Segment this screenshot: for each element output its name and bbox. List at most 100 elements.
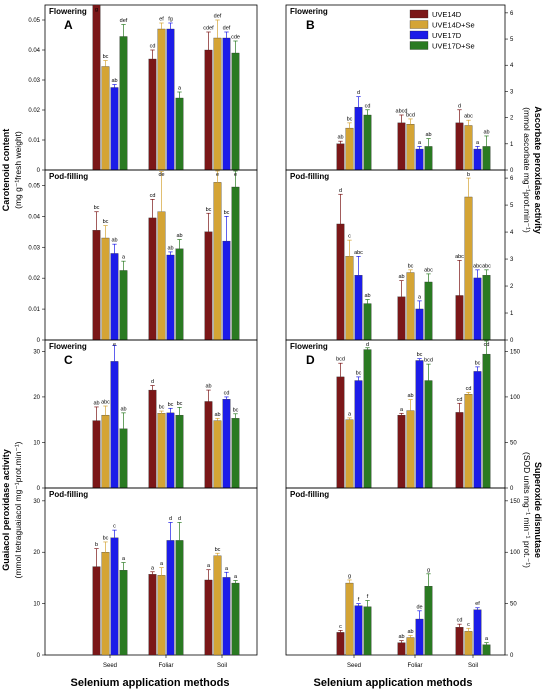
significance-label: de <box>158 172 164 178</box>
significance-label: ab <box>364 293 370 299</box>
significance-label: d <box>339 188 342 194</box>
significance-label: abc <box>424 267 433 273</box>
bar <box>231 186 240 341</box>
significance-label: bc <box>417 352 423 358</box>
bar <box>473 609 482 656</box>
y-tick-label: 20 <box>33 550 40 556</box>
significance-label: bc <box>103 54 109 60</box>
bar <box>354 106 363 171</box>
y-tick-label: 0.03 <box>28 245 40 251</box>
significance-label: ab <box>407 629 413 635</box>
bar <box>119 570 128 656</box>
significance-label: a <box>151 565 155 571</box>
bar <box>231 418 240 489</box>
bar <box>92 230 101 341</box>
x-tick-label: Soil <box>217 663 227 669</box>
bar <box>464 631 473 656</box>
panel-stage-title: Pod-filling <box>49 172 88 181</box>
bar <box>157 413 166 489</box>
bar <box>345 582 354 656</box>
bar <box>92 4 101 171</box>
bar <box>397 122 406 171</box>
bar <box>175 414 184 489</box>
significance-label: cd <box>484 342 490 348</box>
y-tick-label: 30 <box>33 499 40 505</box>
significance-label: a <box>207 563 211 569</box>
significance-label: cdef <box>203 26 214 32</box>
significance-label: bcd <box>336 357 345 363</box>
y-tick-label: 0 <box>510 653 514 659</box>
y-tick-label: 100 <box>510 395 521 401</box>
bar <box>363 114 372 171</box>
significance-label: ab <box>407 393 413 399</box>
significance-label: ab <box>93 400 99 406</box>
bar <box>166 412 175 489</box>
bar <box>175 97 184 171</box>
significance-label: ab <box>176 233 182 239</box>
y-tick-label: 20 <box>33 395 40 401</box>
significance-label: g <box>427 567 430 573</box>
bar <box>222 399 231 489</box>
significance-label: ef <box>475 601 480 607</box>
bar <box>213 555 222 656</box>
significance-label: a <box>418 294 422 300</box>
significance-label: bc <box>347 116 353 122</box>
bar <box>222 577 231 656</box>
ylabel-left-top-line1: Carotenoid content <box>1 129 11 212</box>
bar <box>424 380 433 489</box>
y-tick-label: 0 <box>510 168 514 174</box>
panel-stage-title: Flowering <box>49 342 87 351</box>
significance-label: abc <box>101 400 110 406</box>
significance-label: ab <box>111 78 117 84</box>
bar <box>455 122 464 171</box>
significance-label: ab <box>398 634 404 640</box>
y-tick-label: 10 <box>33 440 40 446</box>
ylabel-left-top: Carotenoid content (mg g⁻¹fresh weight) <box>1 129 23 212</box>
significance-label: ab <box>337 135 343 141</box>
y-tick-label: 2 <box>510 284 514 290</box>
bar <box>482 644 491 656</box>
significance-label: bc <box>94 205 100 211</box>
panel-1: 00.010.020.030.040.05FloweringAgbcabdefc… <box>28 4 258 174</box>
significance-label: cd <box>365 103 371 109</box>
panel-stage-title: Flowering <box>290 342 328 351</box>
significance-label: f <box>367 594 369 600</box>
significance-label: def <box>120 18 128 24</box>
significance-label: d <box>357 90 360 96</box>
panel-stage-title: Flowering <box>49 7 87 16</box>
panel-frame <box>285 487 506 656</box>
bar <box>473 371 482 489</box>
bar <box>110 87 119 171</box>
bar <box>166 540 175 656</box>
x-tick-label: Soil <box>468 663 478 669</box>
ylabel-left-bottom: Guaiacol peroxidase activity (mmol tetra… <box>1 441 23 578</box>
significance-label: a <box>485 636 489 642</box>
y-tick-label: 150 <box>510 499 521 505</box>
significance-label: b <box>467 172 470 178</box>
significance-label: def <box>214 14 222 20</box>
bar <box>464 125 473 171</box>
significance-label: d <box>169 516 172 522</box>
significance-label: bcd <box>424 358 433 364</box>
significance-label: ab <box>398 274 404 280</box>
significance-label: abc <box>464 114 473 120</box>
bar <box>166 28 175 171</box>
bar <box>204 231 213 341</box>
significance-label: bc <box>168 402 174 408</box>
significance-label: cd <box>150 193 156 199</box>
bar <box>157 211 166 341</box>
legend-swatch <box>409 9 429 19</box>
panel-3: 0 0.01 0.02 0.03 0.04 0.05 Pod-filling bc bc ab a c… <box>28 169 258 344</box>
panel-4: 0123456Pod-fillingdcabcababbcaabcabcbabc… <box>285 169 514 344</box>
significance-label: bc <box>475 360 481 366</box>
bar <box>363 606 372 656</box>
y-tick-label: 0.02 <box>28 108 40 114</box>
legend-label: UVE14D+Se <box>432 21 475 30</box>
y-tick-label: 4 <box>510 63 514 69</box>
bar <box>336 223 345 341</box>
significance-label: ab <box>214 412 220 418</box>
y-tick-label: 0 <box>37 486 41 492</box>
